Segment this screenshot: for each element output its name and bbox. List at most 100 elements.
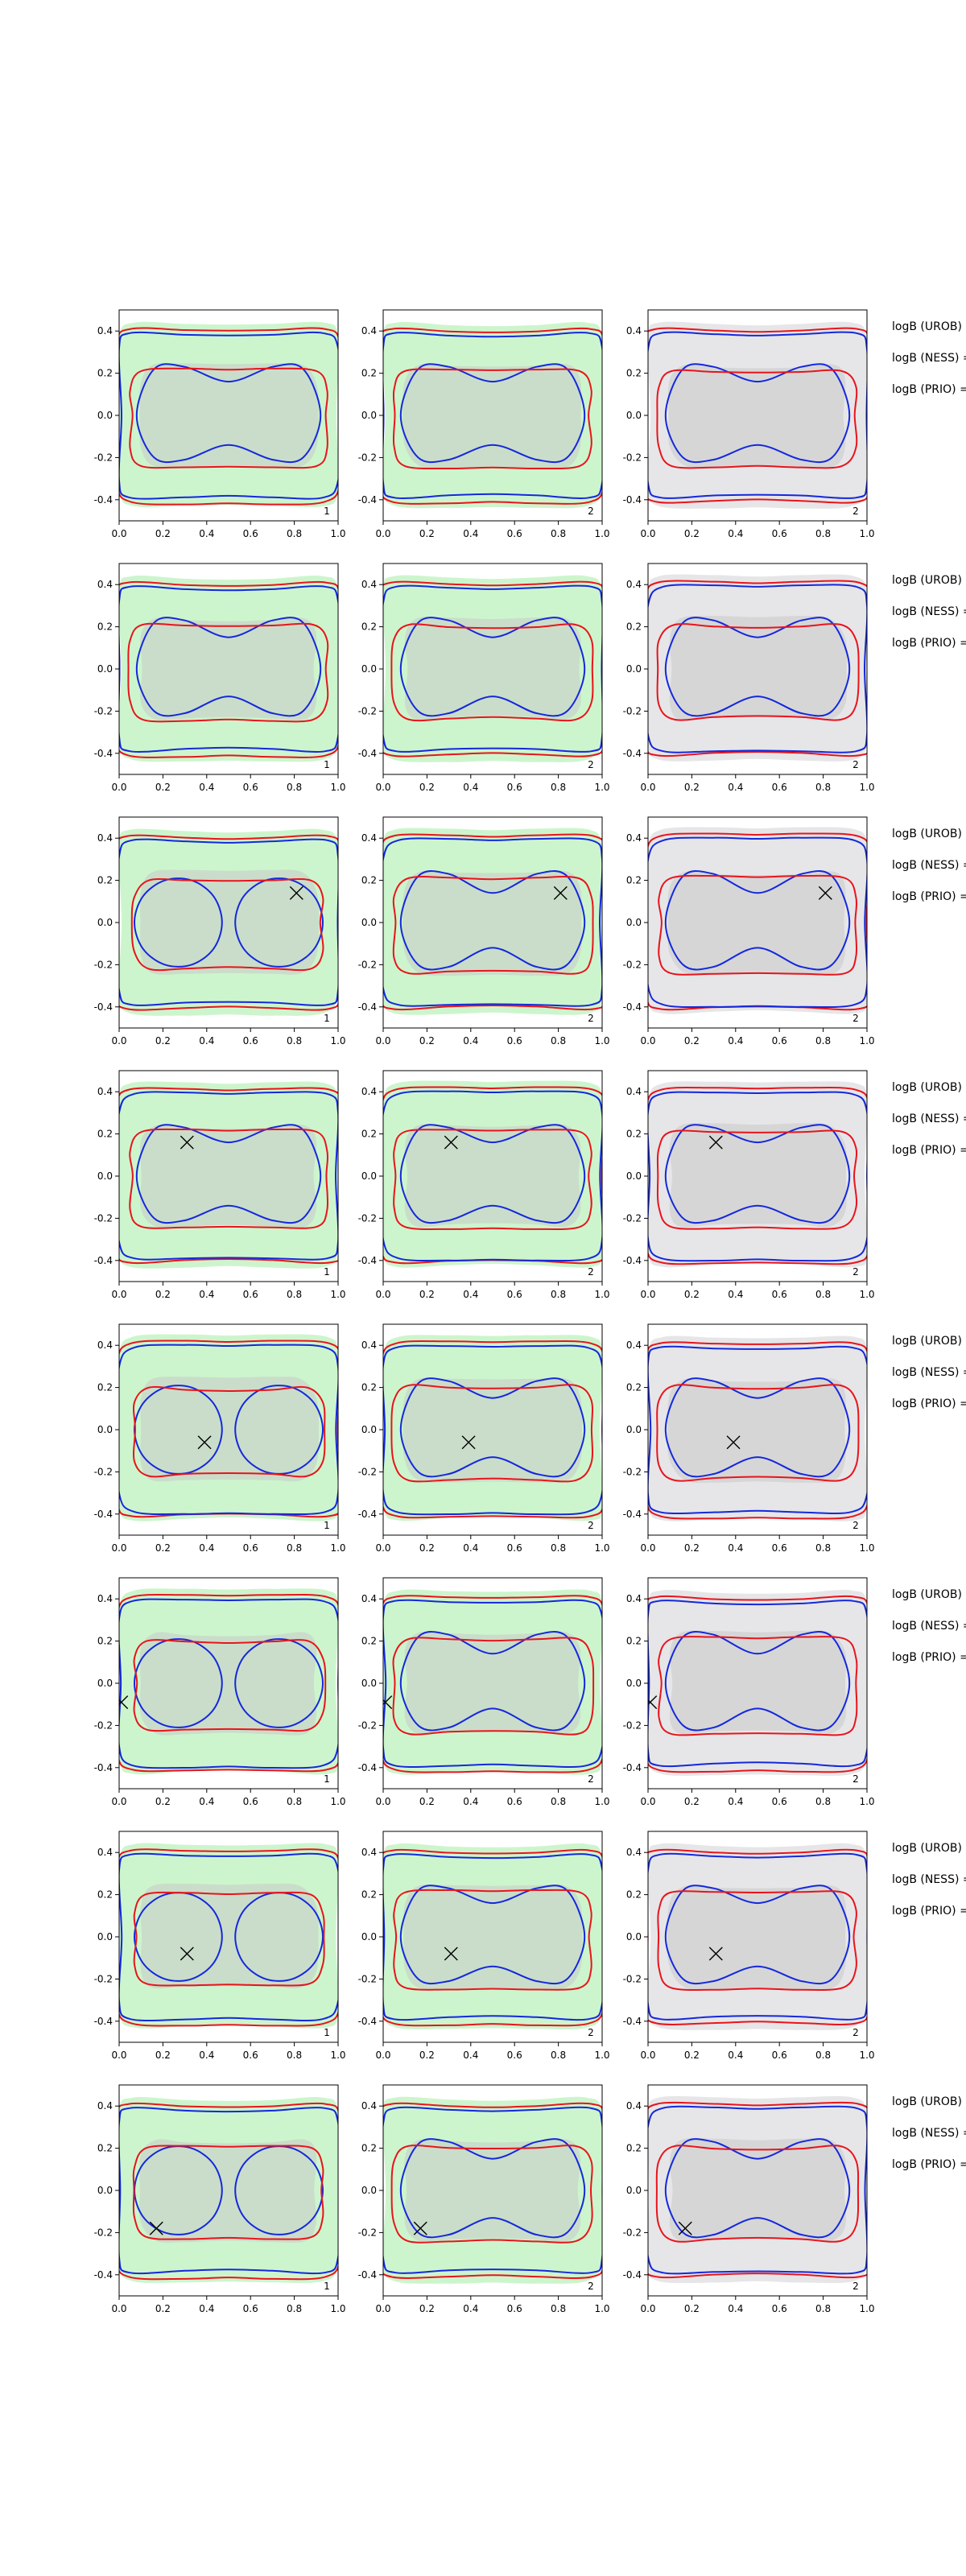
x-tick-label: 0.0	[111, 1289, 126, 1300]
x-tick-label: 0.6	[507, 1796, 522, 1807]
y-tick-label: -0.2	[358, 452, 377, 463]
density-core	[402, 1885, 583, 1990]
y-tick-label: -0.2	[358, 2227, 377, 2238]
x-tick-label: 0.0	[640, 2050, 655, 2061]
x-tick-label: 0.4	[199, 2050, 214, 2061]
row-label: logB (PRIO) =	[892, 1651, 966, 1664]
x-tick-label: 0.8	[551, 528, 566, 539]
density-core	[669, 615, 848, 720]
x-tick-label: 0.4	[463, 1035, 478, 1046]
y-tick-label: 0.0	[361, 2185, 377, 2196]
blue-contour	[664, 363, 851, 464]
red-contour	[648, 1595, 867, 1773]
y-tick-label: 0.2	[626, 1889, 642, 1901]
blue-contour	[648, 1091, 867, 1262]
x-tick-label: 0.8	[287, 2050, 302, 2061]
y-tick-label: 0.4	[361, 325, 377, 336]
y-tick-label: 0.2	[97, 2143, 113, 2154]
blue-contour	[648, 1600, 867, 1768]
x-tick-label: 0.0	[640, 2303, 655, 2314]
row-label: logB (PRIO) =	[892, 1905, 966, 1918]
x-tick-label: 0.6	[243, 2050, 258, 2061]
x-tick-label: 0.2	[155, 2050, 171, 2061]
y-tick-label: 0.4	[361, 1847, 377, 1858]
panel-index: 1	[324, 2027, 330, 2038]
x-tick-label: 0.0	[375, 1035, 390, 1046]
y-tick-label: 0.4	[626, 832, 642, 844]
red-contour	[658, 874, 858, 976]
red-contour	[133, 1891, 325, 1987]
x-tick-label: 0.8	[815, 782, 831, 793]
y-tick-label: 0.2	[97, 1636, 113, 1647]
x-tick-label: 0.6	[243, 1035, 258, 1046]
red-contour	[658, 1636, 858, 1736]
density-core	[139, 362, 319, 469]
marker-x	[726, 1435, 741, 1450]
x-tick-label: 0.2	[684, 1035, 700, 1046]
x-tick-label: 1.0	[330, 2303, 345, 2314]
x-tick-label: 0.6	[243, 1796, 258, 1807]
red-contour	[648, 2101, 867, 2279]
y-tick-label: -0.2	[623, 1212, 642, 1224]
y-tick-label: -0.2	[358, 1466, 377, 1477]
y-tick-label: -0.2	[623, 959, 642, 970]
x-tick-label: 0.0	[375, 2303, 390, 2314]
red-contour	[390, 623, 594, 722]
panel-index: 2	[852, 1013, 859, 1024]
density-core	[402, 364, 582, 469]
row-label: logB (PRIO) =	[892, 383, 966, 396]
density-core	[140, 1883, 319, 1989]
x-tick-label: 0.6	[243, 782, 258, 793]
x-tick-label: 0.4	[199, 1542, 214, 1554]
y-tick-label: 0.0	[626, 1170, 642, 1182]
y-tick-label: 0.4	[626, 1086, 642, 1097]
red-contour	[656, 369, 858, 469]
x-tick-label: 0.4	[728, 1035, 743, 1046]
x-tick-label: 0.6	[243, 2303, 258, 2314]
blue-contour	[664, 869, 851, 971]
blue-contour	[119, 2107, 338, 2275]
red-contour	[648, 327, 867, 504]
y-tick-label: -0.2	[94, 1466, 113, 1477]
y-tick-label: 0.4	[97, 2100, 113, 2112]
x-tick-label: 1.0	[594, 2303, 609, 2314]
y-tick-label: 0.0	[97, 1170, 113, 1182]
y-tick-label: 0.0	[626, 410, 642, 421]
blue-contour	[383, 1344, 602, 1516]
panel: 2 0.0 0.2 0.4 0.6 0.8 1.0 0.4 0.2 0.0 -0.2 -0.4	[623, 1070, 875, 1300]
x-tick-label: 0.2	[419, 1035, 435, 1046]
density-core	[402, 1377, 583, 1483]
row-label: logB (UROB) =	[892, 2095, 966, 2108]
red-contour	[393, 1889, 592, 1991]
red-contour	[383, 580, 602, 758]
row-label: logB (UROB) =	[892, 1588, 966, 1601]
panel-index: 2	[588, 1773, 594, 1785]
red-contour	[129, 1128, 329, 1229]
y-tick-label: -0.4	[358, 2016, 377, 2027]
panel-index: 2	[852, 1266, 859, 1278]
y-tick-label: -0.2	[94, 1212, 113, 1224]
y-tick-label: 0.2	[361, 368, 377, 379]
marker-x	[289, 886, 303, 900]
x-tick-label: 0.2	[684, 2050, 700, 2061]
x-tick-label: 0.2	[419, 528, 435, 539]
y-tick-label: 0.4	[626, 1593, 642, 1604]
x-tick-label: 0.6	[507, 2303, 522, 2314]
x-tick-label: 0.0	[111, 528, 126, 539]
y-tick-label: 0.4	[361, 1086, 377, 1097]
x-tick-label: 0.8	[287, 1796, 302, 1807]
panel: 2 0.0 0.2 0.4 0.6 0.8 1.0 0.4 0.2 0.0 -0.2 -0.4	[358, 1070, 610, 1300]
x-tick-label: 0.6	[772, 1289, 787, 1300]
blue-contour	[133, 1638, 223, 1728]
row-label: logB (UROB) =	[892, 828, 966, 840]
row-label: logB (PRIO) =	[892, 637, 966, 650]
y-tick-label: 0.2	[97, 368, 113, 379]
y-tick-label: -0.4	[94, 1255, 113, 1266]
y-tick-label: -0.4	[623, 494, 642, 506]
red-contour	[119, 1593, 338, 1773]
x-tick-label: 0.4	[463, 2303, 478, 2314]
y-tick-label: -0.4	[358, 1509, 377, 1520]
y-tick-label: -0.2	[358, 1212, 377, 1224]
x-tick-label: 0.4	[463, 1796, 478, 1807]
